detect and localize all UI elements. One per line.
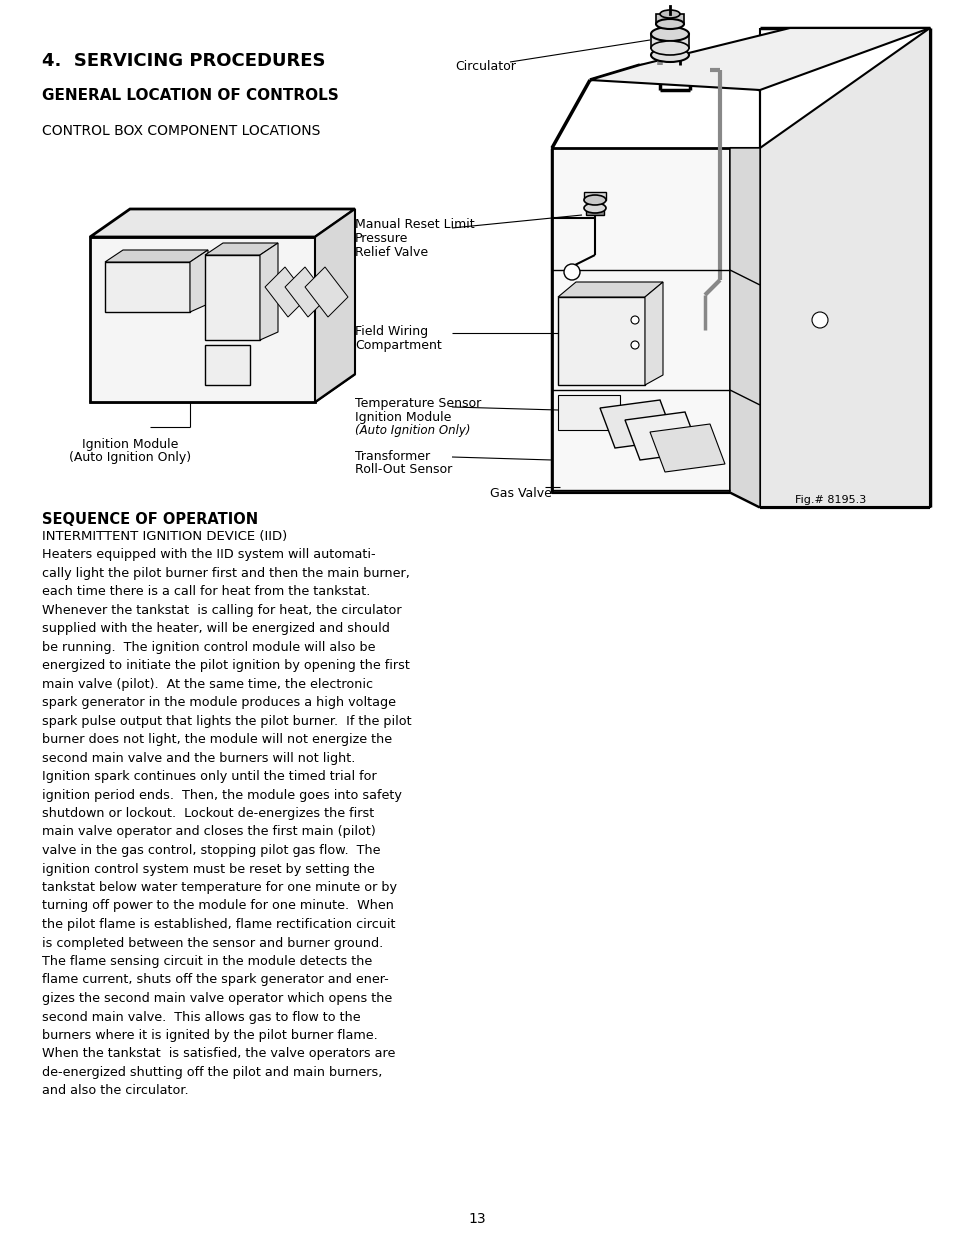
Polygon shape [285,267,328,317]
Text: turning off power to the module for one minute.  When: turning off power to the module for one … [42,899,394,913]
Text: ignition period ends.  Then, the module goes into safety: ignition period ends. Then, the module g… [42,788,401,802]
Text: and also the circulator.: and also the circulator. [42,1084,189,1098]
Polygon shape [589,28,929,90]
Polygon shape [305,267,348,317]
Text: SEQUENCE OF OPERATION: SEQUENCE OF OPERATION [42,513,258,527]
Polygon shape [558,395,619,430]
Text: burners where it is ignited by the pilot burner flame.: burners where it is ignited by the pilot… [42,1029,377,1042]
Ellipse shape [650,27,688,41]
Text: tankstat below water temperature for one minute or by: tankstat below water temperature for one… [42,881,396,894]
Text: second main valve and the burners will not light.: second main valve and the burners will n… [42,752,355,764]
Polygon shape [624,412,700,459]
Text: each time there is a call for heat from the tankstat.: each time there is a call for heat from … [42,585,370,598]
Text: ignition control system must be reset by setting the: ignition control system must be reset by… [42,862,375,876]
Text: supplied with the heater, will be energized and should: supplied with the heater, will be energi… [42,622,390,635]
Text: The flame sensing circuit in the module detects the: The flame sensing circuit in the module … [42,955,372,968]
Polygon shape [729,148,760,508]
Ellipse shape [656,19,683,28]
Text: valve in the gas control, stopping pilot gas flow.  The: valve in the gas control, stopping pilot… [42,844,380,857]
Ellipse shape [583,203,605,212]
Polygon shape [90,237,314,403]
Text: 4.  SERVICING PROCEDURES: 4. SERVICING PROCEDURES [42,52,325,70]
Text: Compartment: Compartment [355,338,441,352]
Circle shape [563,264,579,280]
Ellipse shape [659,10,679,19]
Text: Field Wiring: Field Wiring [355,325,428,338]
Text: spark generator in the module produces a high voltage: spark generator in the module produces a… [42,697,395,709]
Text: second main valve.  This allows gas to flow to the: second main valve. This allows gas to fl… [42,1010,360,1024]
Bar [583,191,605,200]
Polygon shape [105,249,208,262]
Text: Ignition Module: Ignition Module [355,411,451,424]
Ellipse shape [583,195,605,205]
Polygon shape [644,282,662,385]
Polygon shape [649,424,724,472]
Text: main valve (pilot).  At the same time, the electronic: main valve (pilot). At the same time, th… [42,678,373,690]
Circle shape [630,316,639,324]
Polygon shape [265,267,308,317]
Text: is completed between the sensor and burner ground.: is completed between the sensor and burn… [42,936,383,950]
Circle shape [811,312,827,329]
Text: Relief Valve: Relief Valve [355,246,428,259]
Ellipse shape [650,41,688,56]
Circle shape [630,341,639,350]
Bar [650,35,688,48]
Polygon shape [105,262,190,312]
Bar [656,14,683,23]
Text: Manual Reset Limit: Manual Reset Limit [355,219,475,231]
Text: burner does not light, the module will not energize the: burner does not light, the module will n… [42,734,392,746]
Polygon shape [558,282,662,296]
Polygon shape [205,254,260,340]
Text: INTERMITTENT IGNITION DEVICE (IID): INTERMITTENT IGNITION DEVICE (IID) [42,530,287,543]
Text: Temperature Sensor: Temperature Sensor [355,396,480,410]
Text: CONTROL BOX COMPONENT LOCATIONS: CONTROL BOX COMPONENT LOCATIONS [42,124,320,138]
Text: GENERAL LOCATION OF CONTROLS: GENERAL LOCATION OF CONTROLS [42,88,338,103]
Text: main valve operator and closes the first main (pilot): main valve operator and closes the first… [42,825,375,839]
Text: Fig.# 8195.3: Fig.# 8195.3 [794,495,865,505]
Polygon shape [314,209,355,403]
Text: 13: 13 [468,1212,485,1226]
Polygon shape [760,28,929,508]
Text: cally light the pilot burner first and then the main burner,: cally light the pilot burner first and t… [42,567,410,579]
Text: flame current, shuts off the spark generator and ener-: flame current, shuts off the spark gener… [42,973,388,987]
Text: (Auto Ignition Only): (Auto Ignition Only) [69,451,191,464]
Polygon shape [558,296,644,385]
Text: Ignition Module: Ignition Module [82,438,178,451]
Polygon shape [585,207,603,215]
Polygon shape [260,243,277,340]
Ellipse shape [650,48,688,62]
Text: Ignition spark continues only until the timed trial for: Ignition spark continues only until the … [42,769,376,783]
Text: Circulator: Circulator [455,61,516,73]
Polygon shape [552,148,729,492]
Polygon shape [205,345,250,385]
Polygon shape [90,374,355,403]
Polygon shape [190,249,208,312]
Text: the pilot flame is established, flame rectification circuit: the pilot flame is established, flame re… [42,918,395,931]
Polygon shape [90,209,355,237]
Text: Whenever the tankstat  is calling for heat, the circulator: Whenever the tankstat is calling for hea… [42,604,401,616]
Polygon shape [599,400,675,448]
Text: Roll-Out Sensor: Roll-Out Sensor [355,463,452,475]
Text: gizes the second main valve operator which opens the: gizes the second main valve operator whi… [42,992,392,1005]
Text: energized to initiate the pilot ignition by opening the first: energized to initiate the pilot ignition… [42,659,410,672]
Text: spark pulse output that lights the pilot burner.  If the pilot: spark pulse output that lights the pilot… [42,715,411,727]
Text: be running.  The ignition control module will also be: be running. The ignition control module … [42,641,375,653]
Text: (Auto Ignition Only): (Auto Ignition Only) [355,424,470,437]
Text: shutdown or lockout.  Lockout de-energizes the first: shutdown or lockout. Lockout de-energize… [42,806,374,820]
Text: When the tankstat  is satisfied, the valve operators are: When the tankstat is satisfied, the valv… [42,1047,395,1061]
Text: de-energized shutting off the pilot and main burners,: de-energized shutting off the pilot and … [42,1066,382,1079]
Text: Gas Valve: Gas Valve [490,487,551,500]
Text: Pressure: Pressure [355,232,408,245]
Text: Transformer: Transformer [355,450,430,463]
Polygon shape [205,243,277,254]
Text: Heaters equipped with the IID system will automati-: Heaters equipped with the IID system wil… [42,548,375,561]
